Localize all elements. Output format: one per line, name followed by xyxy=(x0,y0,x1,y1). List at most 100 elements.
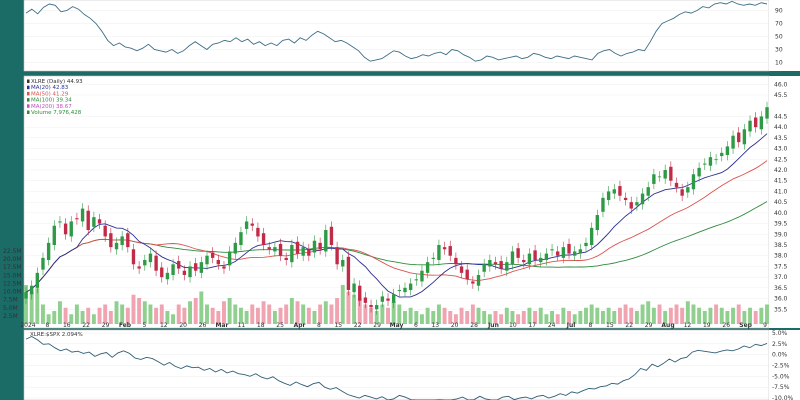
legend-entry: MA(100) 39.34 xyxy=(31,98,72,104)
candle-body xyxy=(595,215,599,230)
price-y-tick: 42.0 xyxy=(774,167,788,174)
volume-bar xyxy=(459,307,464,324)
candle-body xyxy=(171,264,175,275)
candle-body xyxy=(533,250,537,260)
x-tick: 29 xyxy=(373,322,381,329)
volume-bar xyxy=(159,304,164,324)
volume-bar xyxy=(272,311,277,324)
volume-bar xyxy=(674,304,679,324)
volume-y-tick: 10.0M xyxy=(3,289,22,296)
candle-body xyxy=(414,279,418,281)
volume-bar xyxy=(148,304,153,324)
volume-y-tick: 22.5M xyxy=(3,248,22,255)
candle-body xyxy=(267,247,271,250)
candle-body xyxy=(273,247,277,252)
volume-bar xyxy=(63,307,68,324)
volume-bar xyxy=(499,314,504,324)
candle-body xyxy=(663,170,667,179)
price-y-tick: 39.0 xyxy=(774,231,788,238)
candle-body xyxy=(618,186,622,196)
volume-bar xyxy=(199,291,204,324)
legend-entry: MA(20) 42.83 xyxy=(31,85,69,91)
candle-body xyxy=(561,247,566,258)
volume-bar xyxy=(697,307,702,324)
price-y-tick: 38.5 xyxy=(774,242,788,249)
candle-body xyxy=(194,263,198,271)
volume-bar xyxy=(363,304,368,324)
rs-legend: XLRE:$SPX 2.094% xyxy=(30,332,83,338)
volume-bar xyxy=(244,311,249,324)
candle-body xyxy=(380,296,385,302)
candle-body xyxy=(341,260,345,267)
volume-bar xyxy=(165,311,170,324)
volume-bar xyxy=(108,311,113,324)
volume-bar xyxy=(41,304,45,324)
volume-bar xyxy=(691,304,696,324)
candle-body xyxy=(708,157,713,166)
x-tick: 9 xyxy=(763,322,767,329)
candle-body xyxy=(471,281,475,284)
volume-bar xyxy=(205,304,209,324)
candle-body xyxy=(165,272,170,280)
x-tick: 19 xyxy=(703,322,711,329)
volume-bar xyxy=(301,304,306,324)
volume-bar xyxy=(414,311,419,324)
candle-body xyxy=(346,256,351,290)
volume-bar xyxy=(52,311,57,324)
candle-body xyxy=(425,262,430,273)
legend-swatch xyxy=(27,110,30,114)
candle-body xyxy=(312,240,317,253)
candle-body xyxy=(697,167,701,177)
x-tick: Sep xyxy=(739,322,752,329)
volume-bar xyxy=(663,311,668,324)
candle-body xyxy=(41,257,45,270)
volume-bar xyxy=(233,304,238,324)
candle-body xyxy=(606,191,611,200)
volume-bar xyxy=(470,304,475,324)
x-tick: 8 xyxy=(45,322,49,329)
price-y-tick: 43.0 xyxy=(774,146,788,153)
osc-y-tick: 30 xyxy=(775,47,783,54)
price-y-tick: 41.5 xyxy=(774,178,788,185)
volume-bar xyxy=(216,311,221,324)
volume-bar xyxy=(312,311,317,324)
x-tick: 22 xyxy=(625,322,633,329)
volume-bar xyxy=(708,307,713,324)
volume-bar xyxy=(493,311,498,324)
volume-bar xyxy=(250,304,255,324)
candle-body xyxy=(714,159,718,161)
candle-body xyxy=(556,251,560,256)
candle-body xyxy=(680,189,684,196)
volume-bar xyxy=(340,285,345,324)
candle-body xyxy=(488,260,492,267)
candle-body xyxy=(691,174,696,190)
volume-bar xyxy=(612,311,617,324)
volume-bar xyxy=(442,307,447,324)
volume-bar xyxy=(714,304,719,324)
volume-bar xyxy=(24,285,28,324)
x-tick: 12 xyxy=(684,322,692,329)
volume-bar xyxy=(567,311,571,324)
volume-bar xyxy=(702,311,707,324)
x-tick: 11 xyxy=(238,322,246,329)
volume-bar xyxy=(589,304,594,324)
volume-bar xyxy=(188,301,193,324)
volume-bar xyxy=(617,307,622,324)
legend-swatch xyxy=(27,91,30,96)
x-tick: 29 xyxy=(645,322,653,329)
candle-body xyxy=(629,202,633,209)
volume-bar xyxy=(538,307,543,324)
volume-bar xyxy=(380,304,385,324)
volume-bar xyxy=(504,307,509,324)
candle-body xyxy=(222,266,226,269)
candle-body xyxy=(397,290,402,292)
volume-bar xyxy=(131,294,136,324)
candle-body xyxy=(250,223,254,226)
candle-body xyxy=(375,305,379,310)
price-y-tick: 37.0 xyxy=(774,274,788,281)
volume-bar xyxy=(346,291,351,324)
candle-body xyxy=(329,226,334,245)
x-tick: 28 xyxy=(470,322,478,329)
